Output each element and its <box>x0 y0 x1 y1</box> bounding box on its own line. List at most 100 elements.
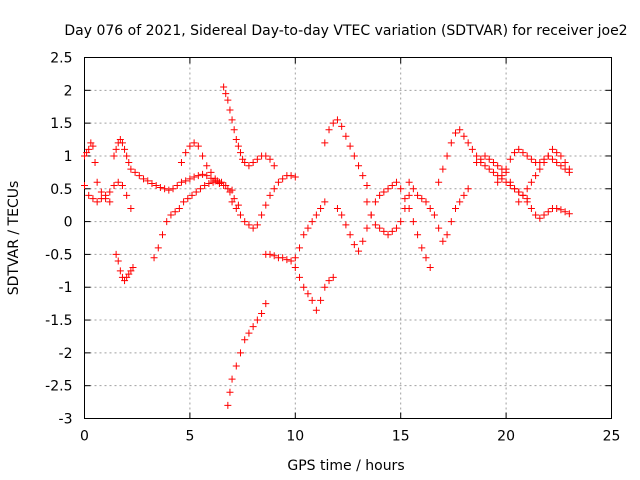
data-point <box>234 142 242 150</box>
data-point <box>333 204 341 212</box>
data-point <box>342 221 350 229</box>
data-point <box>253 316 261 324</box>
data-point <box>468 145 476 153</box>
data-point <box>127 165 135 173</box>
data-point <box>249 224 257 232</box>
data-point <box>371 221 379 229</box>
data-point <box>527 178 535 186</box>
data-point <box>304 224 312 232</box>
data-point <box>308 296 316 304</box>
data-point <box>245 162 253 170</box>
series-track-g <box>220 83 278 170</box>
series-track-k <box>291 264 337 314</box>
data-point <box>152 181 160 189</box>
data-point <box>249 323 257 331</box>
data-point <box>376 191 384 199</box>
y-axis-ticks: -3 -2.5 -2 -1.5 -1 -0.5 0 0.5 1 1.5 2 2.5 <box>45 51 612 428</box>
data-point <box>460 132 468 140</box>
x-axis-ticks: 0 5 10 15 20 25 <box>80 57 621 445</box>
data-point <box>249 159 257 167</box>
data-point <box>186 142 194 150</box>
data-point <box>177 159 185 167</box>
data-point <box>557 162 565 170</box>
series-track-b <box>81 178 135 212</box>
data-point <box>211 175 219 183</box>
data-point <box>460 191 468 199</box>
data-point <box>266 250 274 258</box>
data-point <box>435 178 443 186</box>
data-point <box>161 185 169 193</box>
data-point <box>89 195 97 203</box>
y-tick-label: -2.5 <box>45 379 72 395</box>
data-point <box>296 244 304 252</box>
data-point <box>443 231 451 239</box>
data-point <box>426 204 434 212</box>
data-point <box>477 155 485 163</box>
chart-title: Day 076 of 2021, Sidereal Day-to-day VTE… <box>64 23 627 39</box>
grid-lines <box>84 57 612 419</box>
data-point <box>287 172 295 180</box>
data-point <box>81 181 88 189</box>
data-point <box>544 152 552 160</box>
data-point <box>439 165 447 173</box>
data-point <box>175 204 183 212</box>
data-point <box>85 191 93 199</box>
data-point <box>262 300 270 308</box>
data-point <box>350 152 358 160</box>
data-point <box>220 83 228 91</box>
data-point <box>258 211 266 219</box>
data-point <box>346 231 354 239</box>
data-point <box>173 181 181 189</box>
data-point <box>418 244 426 252</box>
data-point <box>226 106 234 114</box>
data-point <box>97 188 105 196</box>
data-point <box>186 175 194 183</box>
data-point <box>355 247 363 255</box>
data-point <box>363 224 371 232</box>
data-point <box>180 198 188 206</box>
data-point <box>236 349 244 357</box>
data-point <box>473 159 481 167</box>
data-point <box>418 195 426 203</box>
data-point <box>228 198 236 206</box>
data-point <box>363 181 371 189</box>
data-point <box>333 116 341 124</box>
x-tick-label: 25 <box>603 429 621 445</box>
y-axis-label: SDTVAR / TECUs <box>6 181 22 296</box>
data-point <box>144 177 152 185</box>
data-point <box>485 155 493 163</box>
data-point <box>540 211 548 219</box>
data-point <box>154 244 162 252</box>
data-point <box>447 218 455 226</box>
data-point <box>241 336 249 344</box>
data-point <box>150 254 158 262</box>
data-point <box>561 159 569 167</box>
data-point <box>228 375 236 383</box>
data-point <box>222 181 230 189</box>
data-point <box>414 191 422 199</box>
data-point <box>329 273 337 281</box>
data-point <box>236 149 244 157</box>
data-point <box>266 155 274 163</box>
data-point <box>131 168 139 176</box>
data-point <box>194 172 202 180</box>
data-point <box>93 178 101 186</box>
data-point <box>317 204 325 212</box>
data-point <box>258 309 266 317</box>
data-point <box>401 204 409 212</box>
series-track-r <box>494 145 573 186</box>
data-point <box>169 185 177 193</box>
data-point <box>125 159 133 167</box>
data-point <box>296 273 304 281</box>
data-point <box>279 175 287 183</box>
data-point <box>380 188 388 196</box>
data-point <box>184 195 192 203</box>
data-point <box>177 178 185 186</box>
series-track-c <box>110 136 236 194</box>
data-point <box>371 198 379 206</box>
data-point <box>519 149 527 157</box>
y-tick-label: -1.5 <box>45 313 72 329</box>
data-point <box>112 145 120 153</box>
data-point <box>409 218 417 226</box>
y-tick-label: 1 <box>64 149 73 165</box>
